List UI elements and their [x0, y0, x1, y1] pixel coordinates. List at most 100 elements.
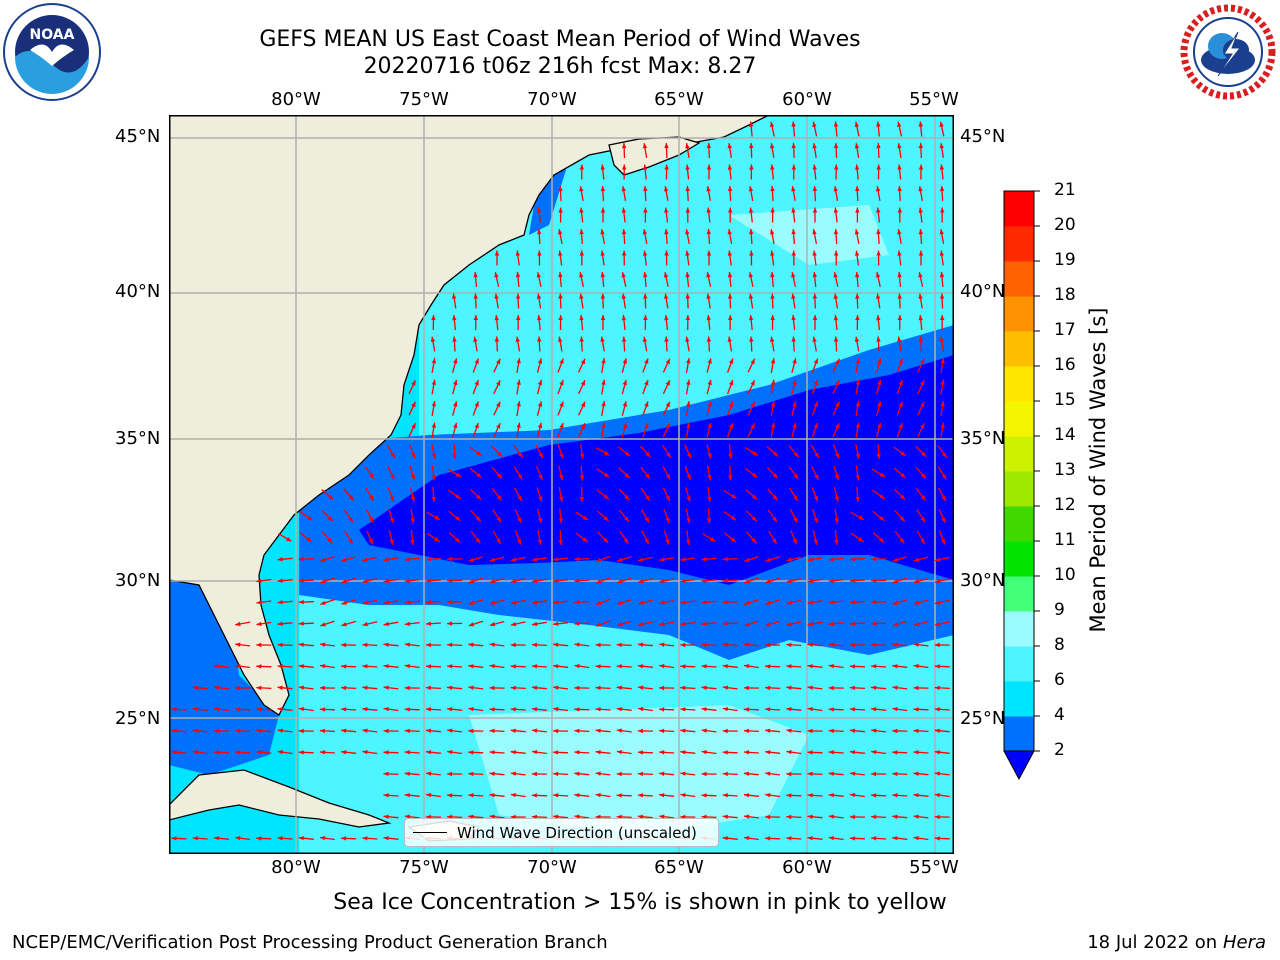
direction-arrow-head	[918, 121, 923, 127]
direction-arrow-head	[828, 728, 834, 734]
direction-arrow-head	[706, 272, 711, 278]
direction-arrow-head	[404, 814, 410, 819]
direction-arrow-head	[680, 557, 686, 562]
direction-arrow-head	[685, 164, 690, 170]
direction-arrow-head	[621, 272, 626, 278]
direction-arrow-head	[900, 472, 906, 478]
direction-arrow-head	[558, 315, 563, 320]
direction-arrow-head	[701, 793, 707, 798]
direction-arrow-head	[934, 664, 940, 669]
direction-arrow-head	[828, 750, 834, 755]
direction-arrow-head	[298, 685, 304, 690]
direction-arrow-head	[706, 250, 712, 256]
direction-arrow-head	[793, 495, 798, 501]
direction-arrow-head	[348, 495, 354, 501]
map-frame	[169, 115, 954, 854]
direction-arrow-head	[772, 473, 778, 479]
direction-arrow-head	[939, 336, 944, 342]
direction-arrow-head	[934, 836, 940, 841]
direction-arrow-head	[659, 685, 665, 691]
direction-arrow-head	[939, 272, 945, 278]
direction-arrow-head	[807, 685, 813, 690]
direction-arrow-head	[685, 272, 690, 278]
direction-arrow-head	[793, 517, 798, 523]
direction-arrow-head	[765, 622, 771, 627]
direction-arrow-head	[940, 207, 945, 213]
direction-arrow-head	[920, 380, 925, 386]
direction-arrow-head	[727, 336, 732, 342]
direction-arrow-head	[489, 600, 496, 605]
direction-arrow-head	[256, 664, 262, 669]
direction-arrow-head	[701, 664, 707, 669]
direction-arrow-head	[855, 272, 860, 278]
lat-label-right-45n: 45°N	[960, 126, 1006, 147]
direction-arrow-head	[722, 728, 728, 734]
direction-arrow-head	[807, 793, 813, 798]
direction-arrow-head	[707, 422, 712, 429]
direction-arrow-head	[559, 453, 564, 459]
direction-arrow-head	[659, 621, 665, 627]
direction-arrow-head	[637, 793, 644, 798]
direction-arrow-head	[404, 750, 410, 755]
direction-arrow-head	[722, 621, 728, 626]
direction-arrow-head	[897, 250, 902, 256]
direction-arrow-head	[871, 642, 877, 648]
direction-arrow-head	[834, 474, 839, 481]
direction-arrow-head	[722, 685, 728, 690]
direction-arrow-head	[425, 664, 431, 669]
direction-arrow-head	[941, 539, 946, 545]
direction-arrow-head	[341, 557, 347, 562]
direction-arrow-head	[517, 495, 522, 502]
direction-arrow-head	[277, 664, 283, 669]
direction-arrow-head	[849, 664, 855, 669]
direction-arrow-head	[812, 229, 817, 235]
direction-arrow-head	[939, 229, 944, 235]
direction-arrow-head	[791, 121, 796, 127]
direction-arrow-head	[940, 379, 945, 385]
direction-arrow-head	[510, 771, 516, 776]
direction-arrow-head	[855, 496, 860, 502]
direction-arrow-head	[941, 474, 947, 480]
direction-arrow-head	[644, 380, 649, 386]
direction-arrow-head	[341, 664, 347, 669]
direction-arrow-head	[876, 250, 881, 256]
direction-arrow-head	[298, 642, 304, 647]
direction-arrow-head	[404, 728, 410, 734]
lon-label-top-65w: 65°W	[654, 89, 704, 110]
direction-arrow-head	[680, 750, 686, 755]
direction-arrow-head	[362, 750, 368, 755]
direction-arrow-head	[728, 475, 733, 481]
direction-arrow-head	[835, 358, 840, 365]
direction-arrow-head	[772, 538, 777, 544]
direction-arrow-head	[665, 380, 670, 386]
direction-arrow-head	[706, 336, 712, 342]
direction-arrow-head	[489, 557, 496, 562]
direction-arrow-head	[828, 771, 834, 776]
direction-arrow-head	[510, 707, 516, 712]
direction-arrow-head	[897, 143, 902, 149]
direction-arrow-head	[579, 475, 585, 481]
direction-arrow-head	[537, 250, 542, 256]
direction-arrow-head	[580, 453, 585, 459]
direction-arrow-head	[854, 229, 860, 235]
direction-arrow-head	[876, 453, 881, 459]
lon-label-bottom-55w: 55°W	[909, 857, 959, 878]
direction-arrow-head	[341, 622, 347, 627]
wind-wave-direction-arrows	[171, 121, 950, 841]
direction-arrow-head	[871, 836, 877, 841]
direction-arrow-head	[453, 422, 458, 429]
direction-arrow-head	[686, 518, 691, 524]
direction-arrow-head	[833, 336, 839, 342]
direction-arrow-head	[828, 578, 834, 583]
direction-arrow-head	[659, 728, 665, 734]
direction-arrow-head	[580, 423, 585, 429]
direction-arrow-head	[664, 207, 669, 213]
direction-arrow-head	[855, 207, 860, 213]
lon-label-top-60w: 60°W	[782, 89, 832, 110]
direction-arrow-head	[510, 685, 516, 691]
direction-arrow-head	[496, 380, 501, 386]
colorbar-segment	[1004, 296, 1034, 332]
direction-arrow-head	[664, 229, 669, 235]
direction-arrow-head	[642, 336, 648, 342]
direction-arrow-head	[877, 379, 882, 386]
